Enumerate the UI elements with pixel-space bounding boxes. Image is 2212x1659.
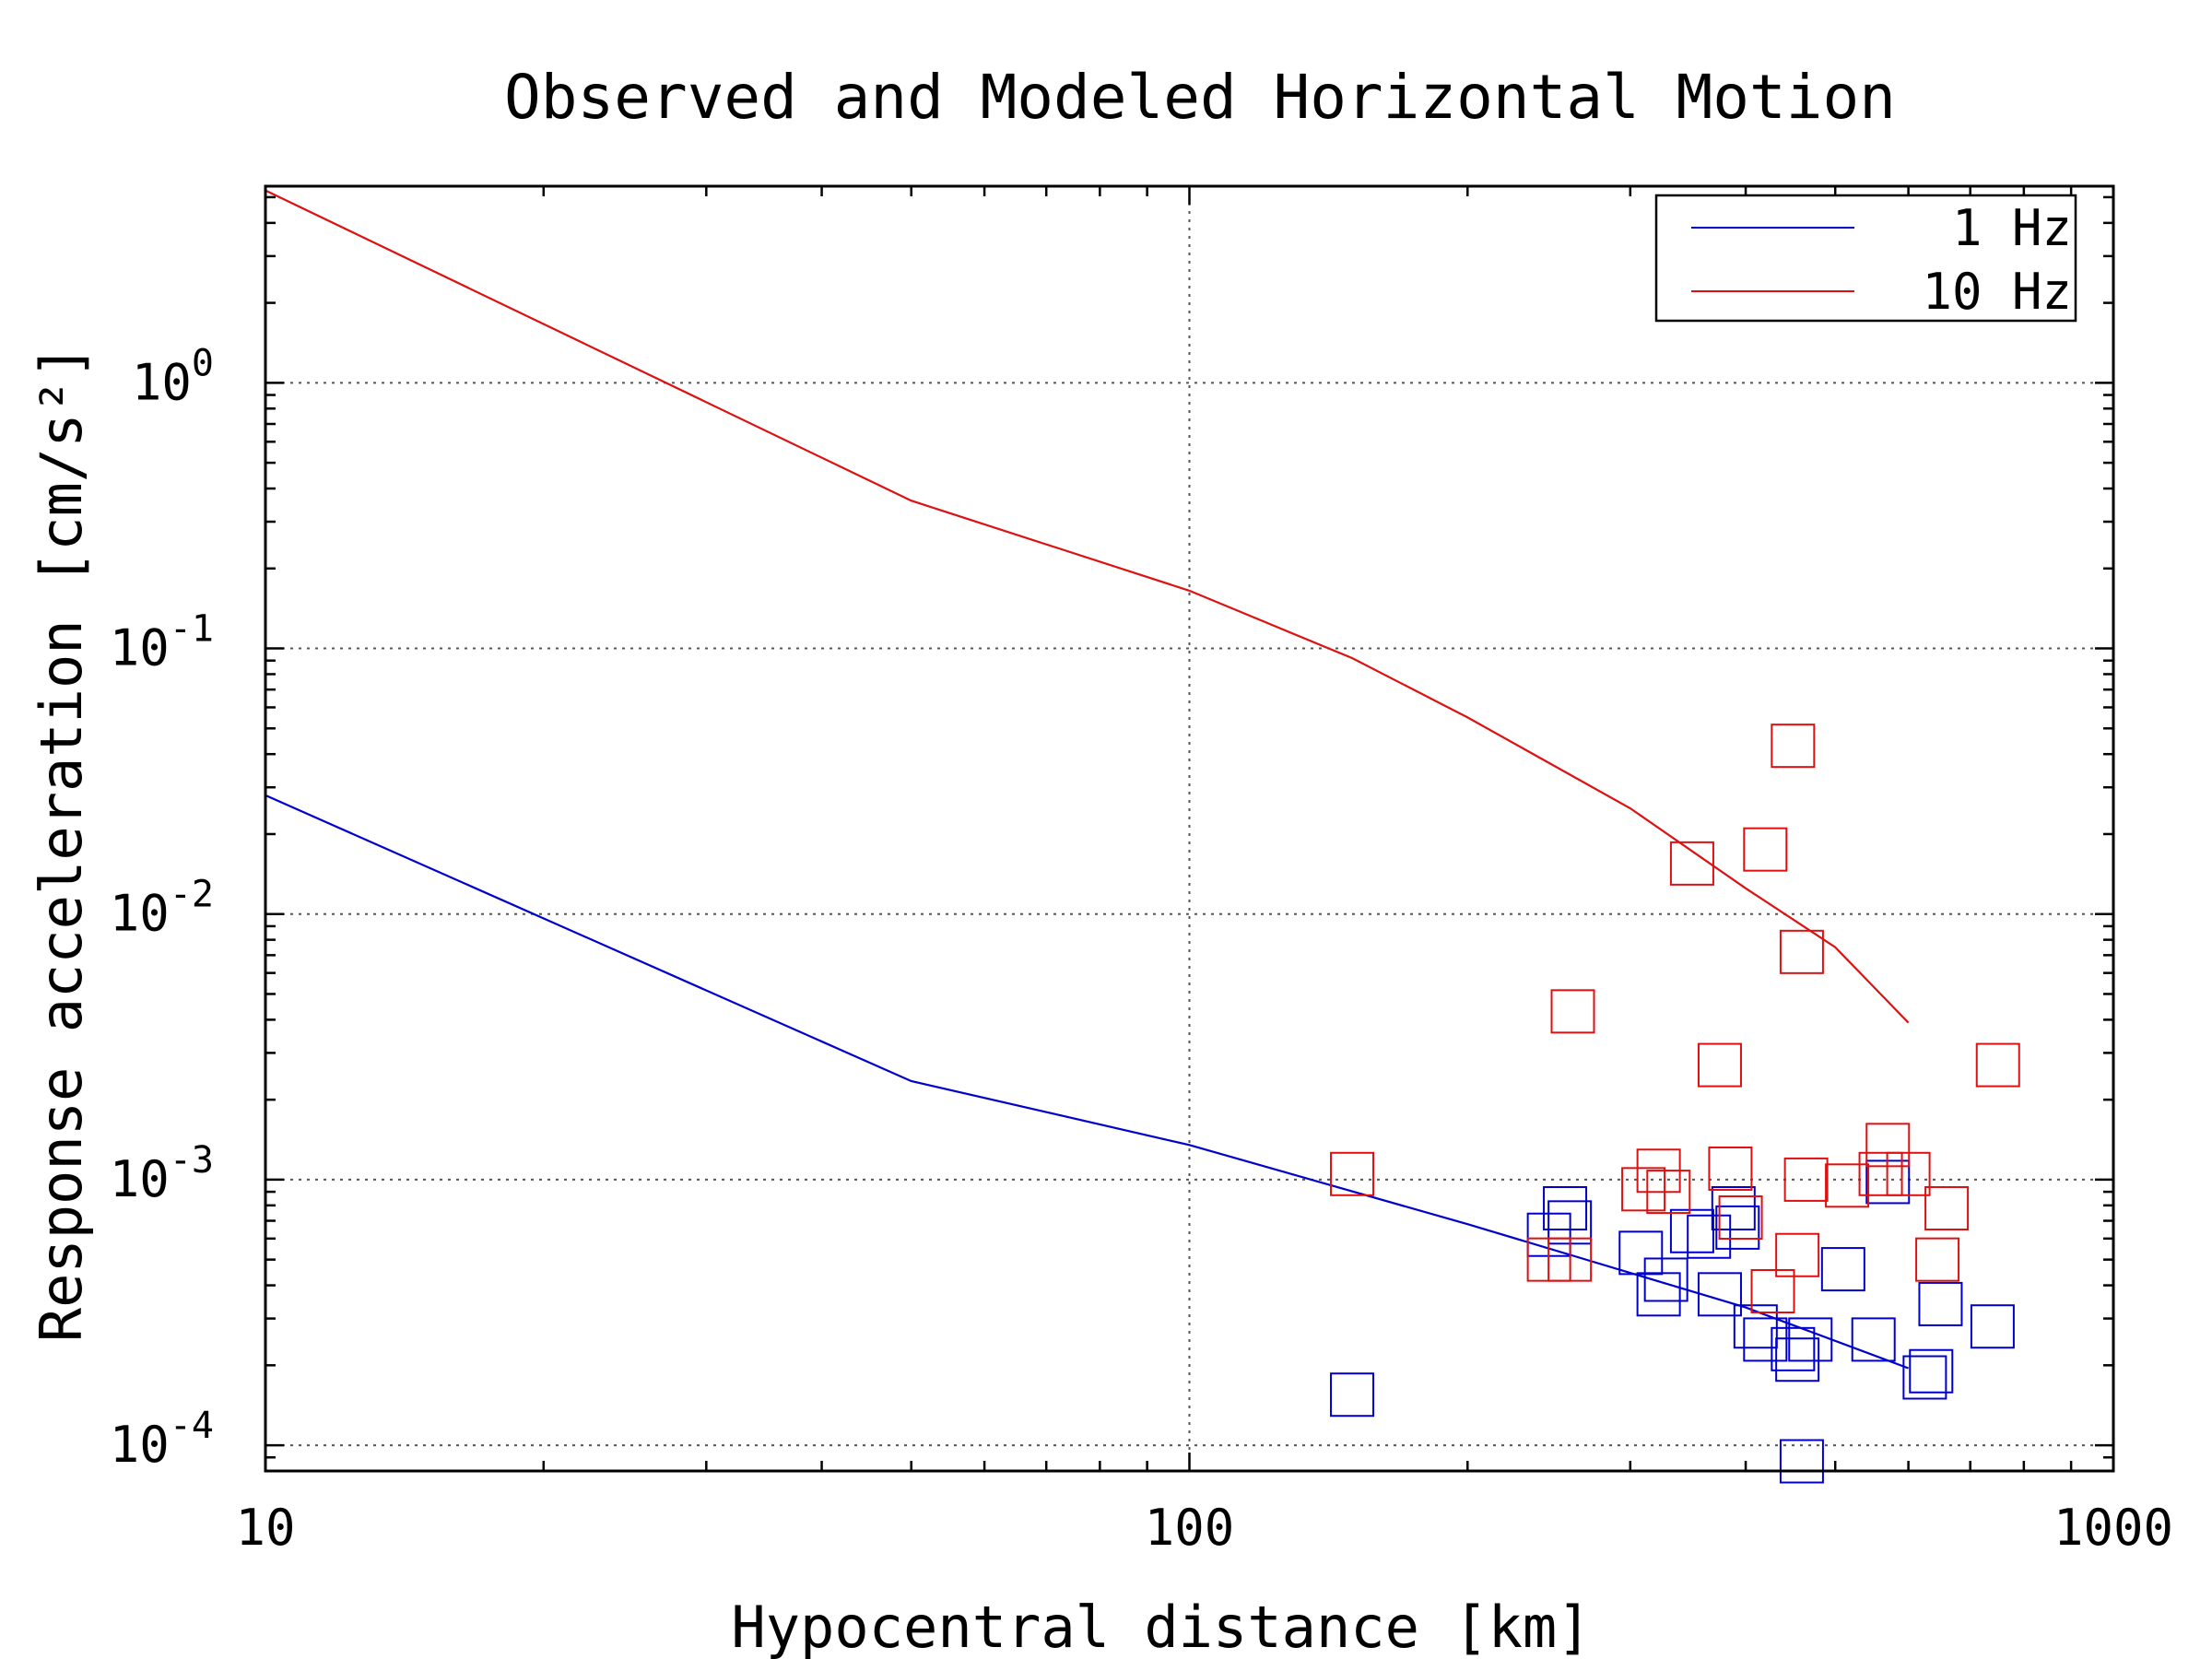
x-axis-label: Hypocentral distance [km] [731, 1594, 1591, 1659]
data-point-1hz [1618, 1230, 1664, 1276]
data-point-10hz [1743, 827, 1788, 872]
data-point-10hz [1669, 841, 1714, 886]
data-point-10hz [1771, 724, 1816, 769]
legend-box [1654, 194, 2077, 323]
data-point-1hz [1902, 1355, 1947, 1400]
data-point-1hz [1970, 1304, 2015, 1349]
data-point-10hz [1330, 1151, 1375, 1196]
legend-label-10hz: 10 Hz [1922, 263, 2072, 321]
data-point-1hz [1788, 1317, 1833, 1362]
data-point-10hz [1775, 1232, 1820, 1277]
x-tick-label: 10 [235, 1499, 295, 1557]
data-point-1hz [1918, 1281, 1963, 1326]
x-tick-label: 1000 [2053, 1499, 2173, 1557]
y-tick-label: 10-2 [110, 874, 214, 943]
data-point-1hz [1779, 1439, 1824, 1484]
data-point-10hz [1750, 1268, 1795, 1313]
data-point-1hz [1543, 1185, 1588, 1230]
y-tick-label: 10-1 [110, 608, 214, 677]
data-point-10hz [1858, 1151, 1903, 1196]
data-point-10hz [1886, 1151, 1931, 1196]
legend-label-1hz: 1 Hz [1952, 199, 2072, 257]
data-point-10hz [1924, 1185, 1970, 1230]
data-point-10hz [1779, 929, 1824, 974]
data-point-1hz [1743, 1317, 1788, 1362]
data-point-10hz [1708, 1146, 1753, 1191]
data-point-1hz [1687, 1214, 1732, 1259]
series-10hz [265, 189, 2020, 1313]
data-point-1hz [1909, 1348, 1954, 1394]
grid-lines [265, 186, 2113, 1471]
chart-title: Observed and Modeled Horizontal Motion [504, 62, 1896, 133]
y-tick-label: 100 [132, 342, 214, 411]
y-tick-labels: 10-4 10-3 10-2 10-1 100 [110, 342, 214, 1474]
data-point-10hz [1550, 989, 1595, 1034]
data-point-1hz [1820, 1247, 1865, 1292]
data-point-1hz [1775, 1337, 1820, 1382]
data-point-1hz [1643, 1257, 1688, 1302]
data-point-10hz [1975, 1042, 2020, 1088]
data-point-10hz [1547, 1237, 1593, 1282]
x-tick-labels: 10 100 1000 [235, 1499, 2173, 1557]
plot-frame [264, 184, 2115, 1473]
data-point-10hz [1646, 1170, 1691, 1215]
data-point-1hz [1715, 1205, 1760, 1250]
data-point-10hz [1915, 1237, 1960, 1282]
model-line-1hz [265, 794, 1909, 1370]
data-point-1hz [1733, 1304, 1778, 1349]
data-point-10hz [1621, 1167, 1666, 1212]
data-point-1hz [1669, 1208, 1714, 1253]
data-point-1hz [1697, 1272, 1742, 1317]
data-point-1hz [1851, 1317, 1896, 1362]
data-point-10hz [1697, 1042, 1742, 1088]
x-tick-label: 100 [1145, 1499, 1235, 1557]
y-axis-label: Response acceleration [cm/s²] [28, 345, 95, 1343]
data-point-10hz [1783, 1157, 1829, 1202]
model-line-10hz [265, 189, 1910, 1024]
data-point-1hz [1771, 1326, 1816, 1371]
y-tick-label: 10-3 [110, 1139, 214, 1208]
y-tick-label: 10-4 [110, 1405, 214, 1474]
legend: 1 Hz 10 Hz [1654, 194, 2077, 323]
series-1hz [265, 794, 2015, 1484]
data-point-10hz [1825, 1163, 1870, 1208]
data-point-1hz [1711, 1185, 1756, 1230]
series-layer [265, 189, 2020, 1484]
data-point-1hz [1330, 1372, 1375, 1418]
data-point-1hz [1636, 1272, 1681, 1317]
data-point-10hz [1718, 1195, 1763, 1241]
